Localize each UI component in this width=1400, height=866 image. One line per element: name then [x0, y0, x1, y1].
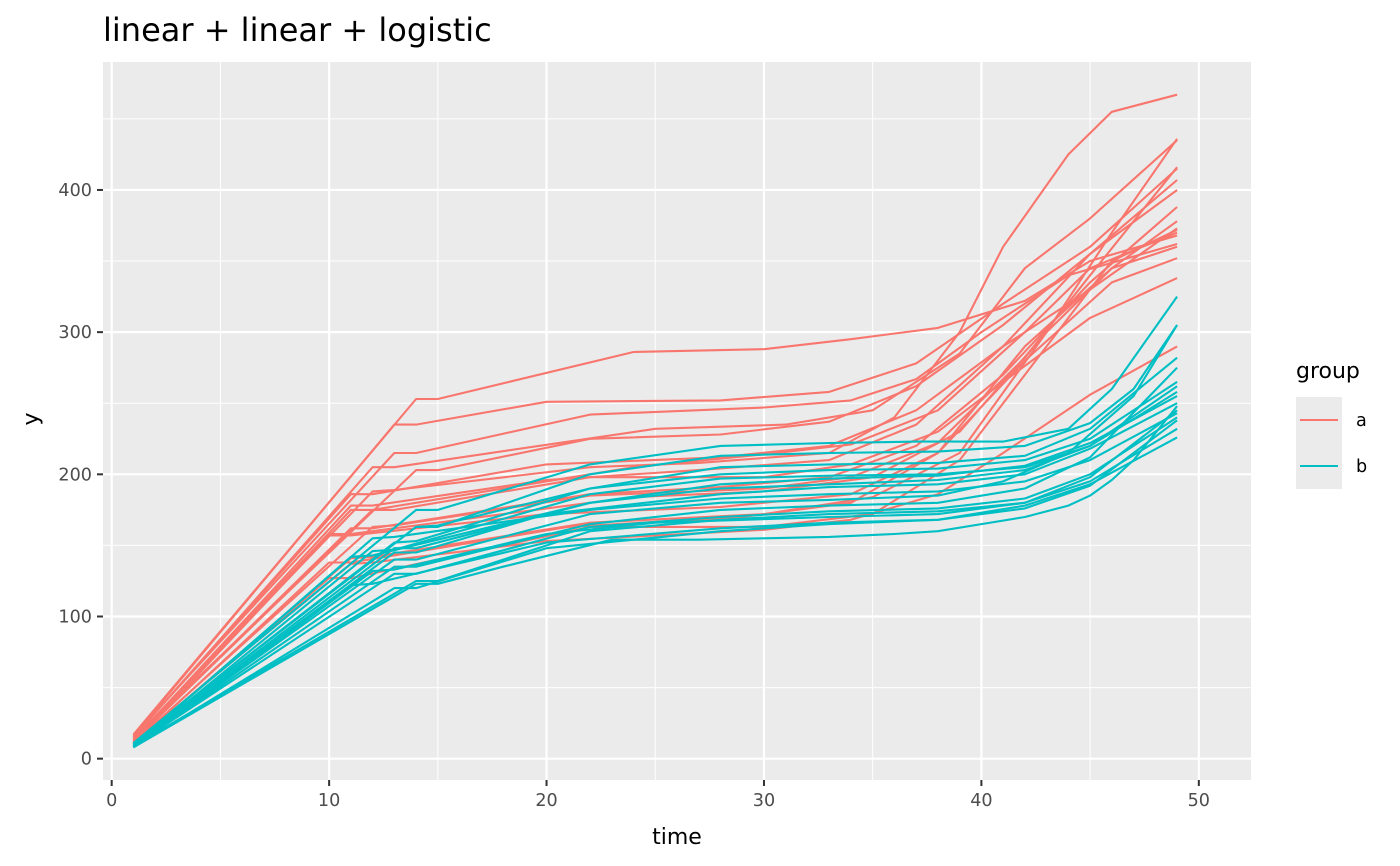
series-line-b [132, 409, 1178, 749]
series-line-b [132, 405, 1178, 749]
plot-panel [103, 62, 1251, 780]
series-layer [132, 93, 1178, 749]
x-tick-label: 40 [970, 791, 992, 811]
y-tick-label: 0 [81, 750, 92, 770]
series-line-a [132, 242, 1178, 737]
series-line-a [132, 167, 1178, 737]
series-line-b [132, 324, 1178, 747]
legend-label-b: b [1356, 457, 1367, 477]
series-line-b [132, 416, 1178, 747]
series-line-b [132, 391, 1178, 747]
y-tick-label: 200 [58, 465, 92, 485]
series-line-a [132, 345, 1178, 744]
legend-label-a: a [1356, 411, 1367, 431]
series-line-b [132, 419, 1178, 749]
series-line-b [132, 412, 1178, 747]
x-tick-label: 30 [753, 791, 775, 811]
series-line-a [132, 93, 1178, 740]
y-tick-label: 300 [58, 323, 92, 343]
series-line-a [132, 189, 1178, 740]
axis-ticks [97, 188, 1200, 786]
x-axis-title: time [652, 825, 702, 850]
series-line-b [132, 436, 1178, 749]
series-line-a [132, 231, 1178, 741]
x-tick-label: 10 [318, 791, 340, 811]
series-line-b [132, 295, 1178, 744]
y-tick-labels: 0 100 200 300 400 [58, 181, 92, 770]
y-axis-title: y [19, 412, 44, 425]
series-line-b [132, 356, 1178, 746]
series-line-b [132, 385, 1178, 747]
x-tick-label: 0 [106, 791, 117, 811]
series-line-b [132, 427, 1178, 747]
legend-title: group [1296, 359, 1360, 384]
series-line-a [132, 220, 1178, 746]
x-tick-labels: 0 10 20 30 40 50 [106, 791, 1210, 811]
y-tick-label: 100 [58, 607, 92, 627]
series-line-a [132, 139, 1178, 738]
x-tick-label: 20 [535, 791, 557, 811]
series-line-b [132, 402, 1178, 747]
chart-title: linear + linear + logistic [103, 11, 492, 49]
series-line-b [132, 381, 1178, 746]
series-line-a [132, 227, 1178, 739]
legend-entries: ab [1296, 397, 1367, 489]
x-tick-label: 50 [1188, 791, 1210, 811]
legend: group ab [1296, 359, 1367, 489]
y-tick-label: 400 [58, 181, 92, 201]
